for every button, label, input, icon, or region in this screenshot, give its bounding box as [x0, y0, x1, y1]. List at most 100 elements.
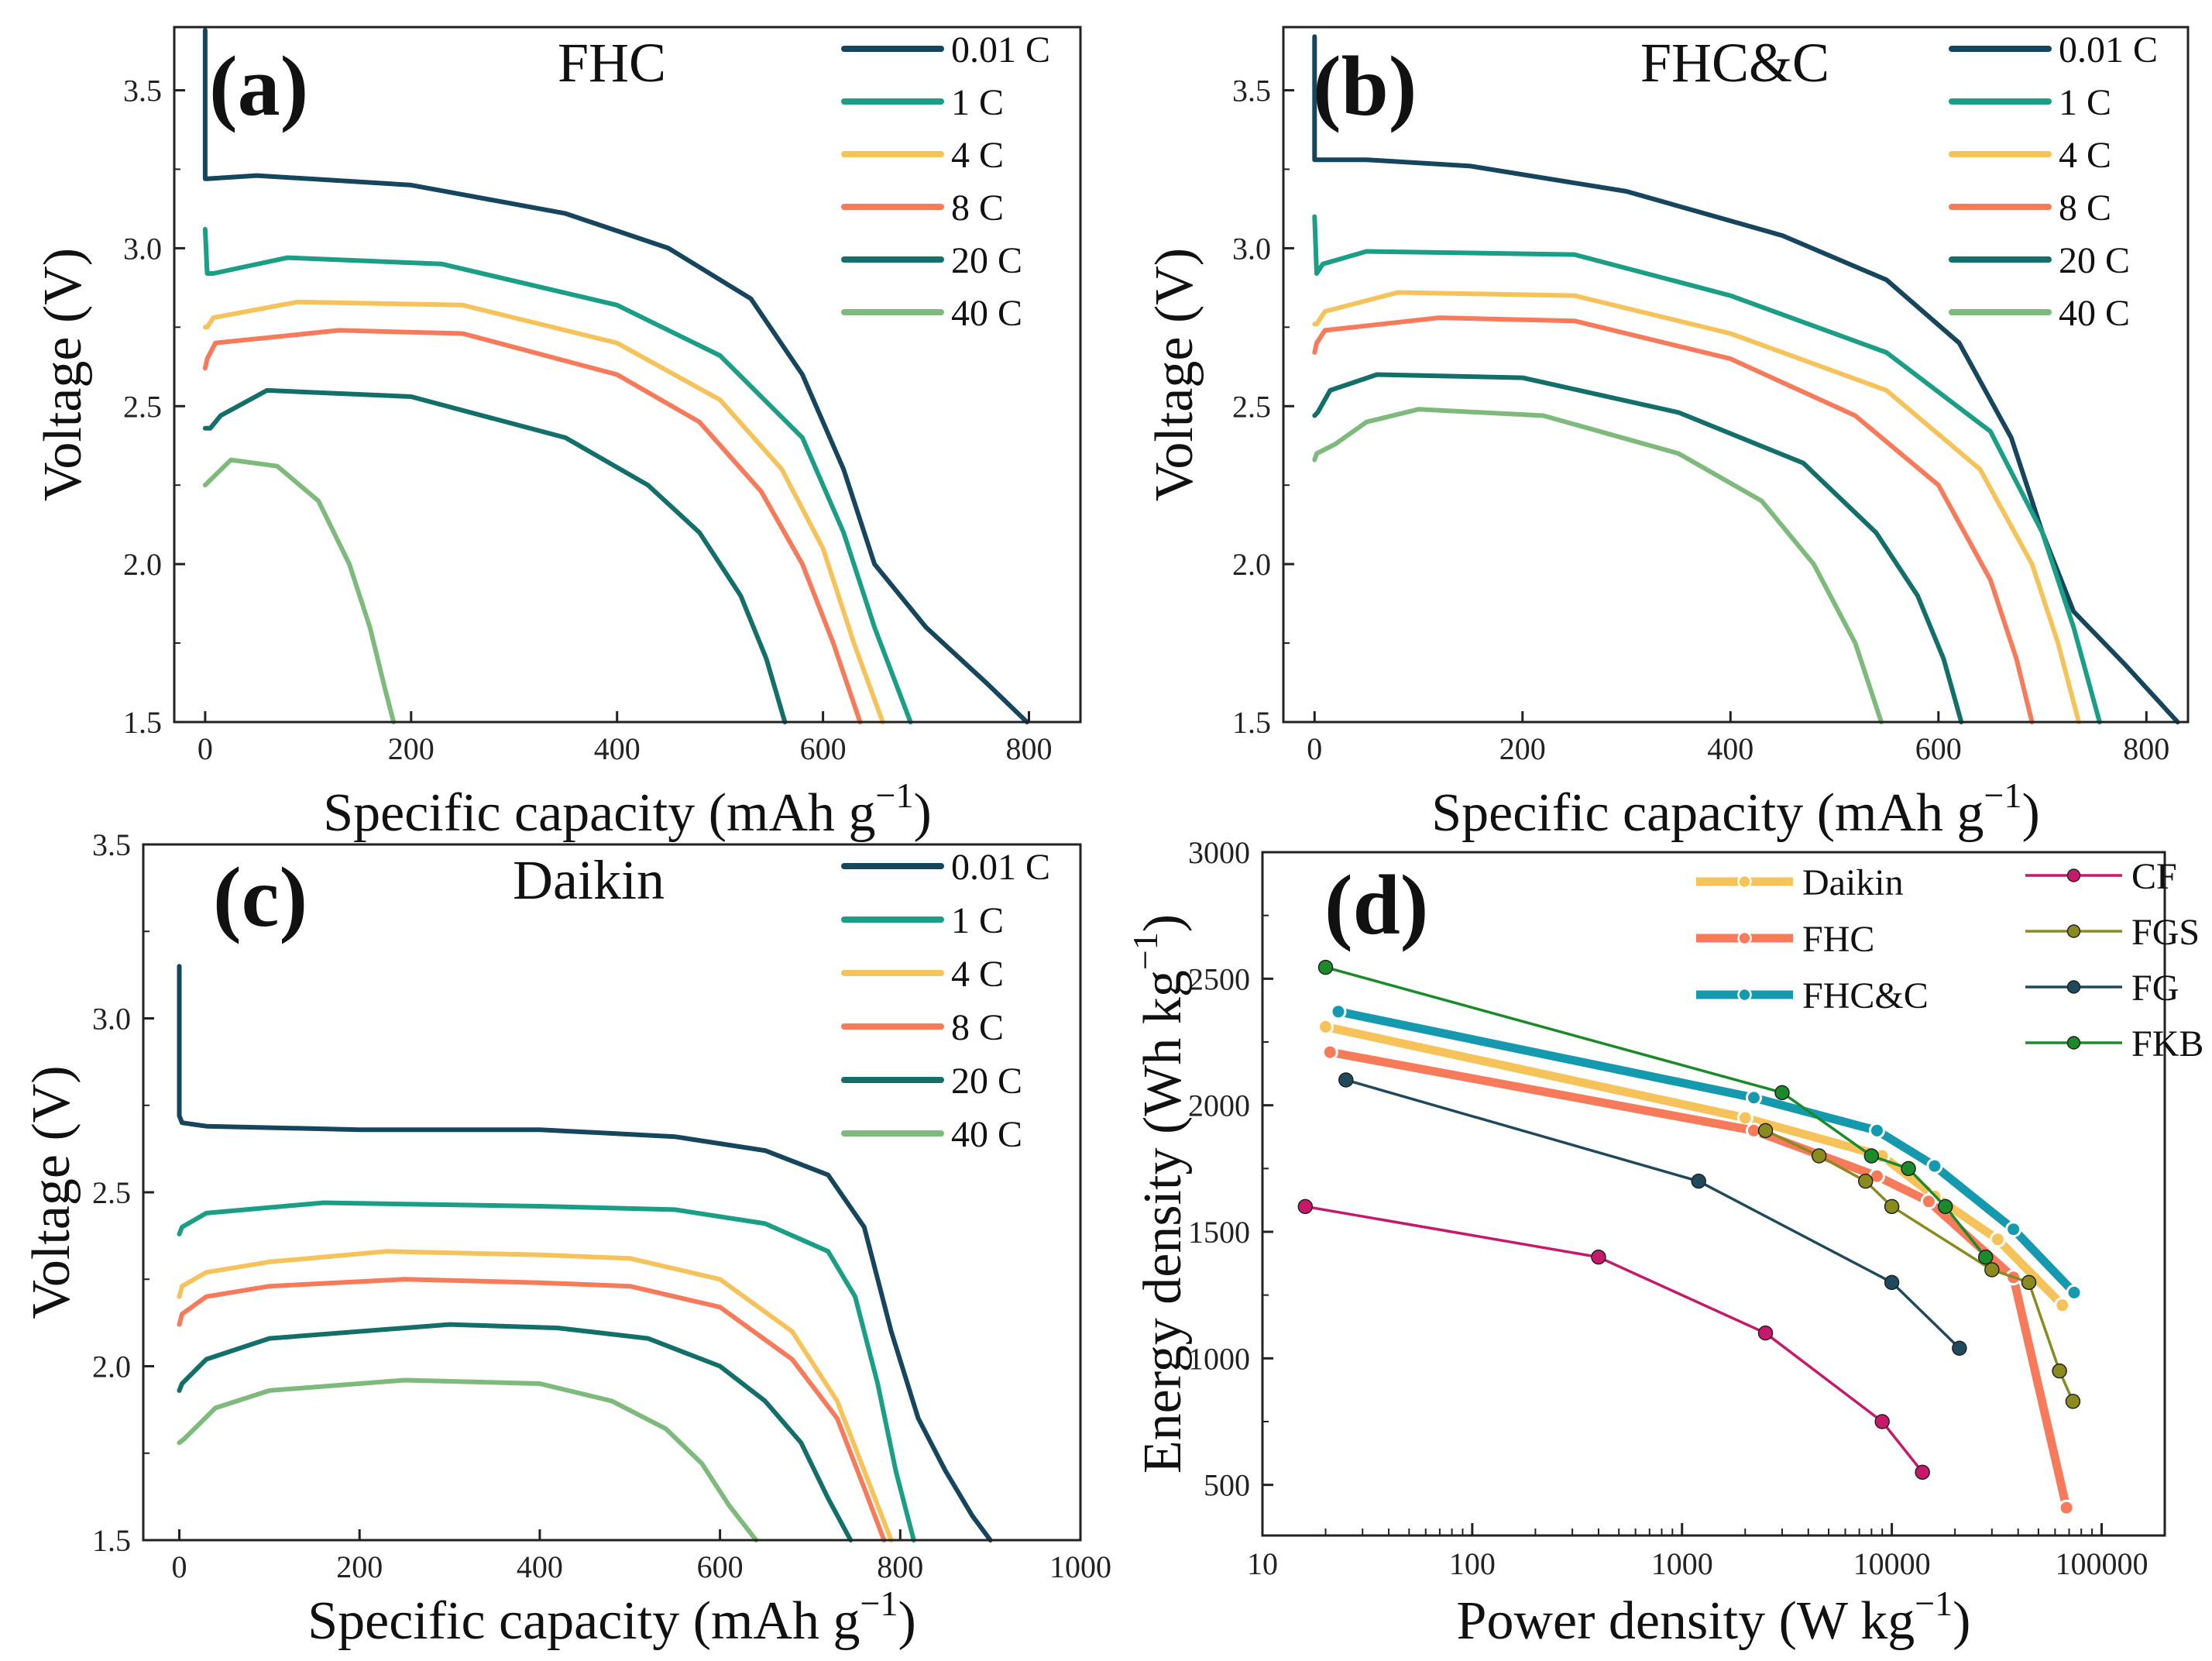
x-tick-label: 600	[1915, 731, 1962, 766]
legend-marker	[1737, 987, 1752, 1002]
legend-entry: Daikin	[1802, 862, 1904, 903]
x-tick-label: 200	[336, 1549, 383, 1584]
x-tick-label: 800	[877, 1549, 923, 1584]
y-tick-label: 3000	[1188, 835, 1250, 870]
plot-frame	[142, 843, 1082, 1542]
data-point-CF	[1297, 1198, 1314, 1215]
x-axis-title-main: Power density (W kg	[1457, 1591, 1915, 1651]
y-tick-label: 500	[1204, 1468, 1250, 1503]
data-point-FGS	[1858, 1173, 1874, 1189]
data-point-FHC	[2058, 1499, 2075, 1516]
data-point-FHC	[1920, 1193, 1937, 1210]
legend-entry: FHC	[1802, 919, 1874, 960]
legend-entry: 8 C	[951, 187, 1004, 229]
series-group	[1297, 959, 2083, 1516]
data-point-FKB	[1863, 1148, 1880, 1164]
series-line-FHC-C	[1334, 1007, 2079, 1297]
data-point-Daikin	[1989, 1231, 2006, 1248]
y-tick-label: 3.5	[92, 827, 131, 862]
data-point-FGS	[1884, 1198, 1900, 1215]
y-axis-title: Voltage (V)	[1145, 248, 1204, 501]
y-tick-label: 1000	[1188, 1341, 1250, 1376]
data-point-CF	[1915, 1464, 1930, 1480]
panel-label: (b)	[1313, 39, 1417, 133]
y-axis-title-end: )	[1133, 914, 1193, 932]
plot-frame	[1261, 851, 2166, 1537]
x-axis-title-end: )	[2021, 783, 2039, 843]
data-point-Daikin	[2054, 1297, 2071, 1314]
legend-entry: 0.01 C	[2059, 29, 2158, 70]
x-tick-label: 10000	[1853, 1546, 1931, 1581]
series-line-0-01-C	[1312, 34, 2180, 724]
x-tick-label: 400	[517, 1549, 563, 1584]
series-group	[1312, 34, 2180, 724]
x-axis-title-end: )	[1953, 1591, 1970, 1651]
legend-entry: 0.01 C	[951, 847, 1050, 888]
series-group	[177, 964, 993, 1542]
panel-title: FHC	[558, 32, 666, 94]
y-tick-label: 1.5	[1232, 705, 1271, 740]
series-line-Daikin	[1321, 1022, 2067, 1310]
legend-entry: 20 C	[951, 240, 1022, 281]
series-line-4-C	[177, 1249, 894, 1542]
x-tick-label: 0	[198, 731, 213, 766]
series-line-1-C	[202, 226, 913, 724]
data-point-FHC-C	[1745, 1089, 1762, 1106]
data-point-FHC-C	[1330, 1003, 1347, 1020]
x-axis-title-superscript: −1	[1984, 775, 2022, 815]
series-line-FG	[1345, 1078, 1961, 1350]
series-line-20-C	[202, 387, 788, 724]
x-axis-title-superscript: −1	[860, 1584, 898, 1623]
data-point-FGS	[2065, 1394, 2081, 1409]
series-line-1-C	[177, 1200, 916, 1542]
panel-title: FHC&C	[1640, 32, 1829, 94]
legend-entry: 8 C	[2059, 187, 2111, 229]
y-axis-title-main: Energy density (Wh kg	[1133, 970, 1193, 1474]
series-line-8-C	[177, 1277, 887, 1542]
plot-frame	[173, 26, 1082, 724]
x-tick-label: 100	[1449, 1546, 1496, 1581]
x-axis-title-end: )	[898, 1591, 915, 1651]
x-axis-title-main: Specific capacity (mAh g	[307, 1591, 860, 1651]
data-point-FGS	[1984, 1262, 2000, 1278]
x-axis-title: Specific capacity (mAh g−1)	[323, 775, 932, 843]
series-line-CF	[1304, 1205, 1924, 1474]
x-tick-label: 600	[697, 1549, 744, 1584]
data-point-FKB	[1317, 959, 1334, 975]
x-tick-label: 0	[172, 1549, 187, 1584]
x-tick-label: 200	[388, 731, 434, 766]
panel-label: (d)	[1324, 858, 1428, 952]
y-tick-label: 3.0	[123, 231, 162, 266]
data-point-FGS	[2052, 1363, 2067, 1379]
x-tick-label: 0	[1307, 731, 1322, 766]
legend: Daikin FHC FHC&C CF FGS FG FKB	[1696, 856, 2203, 1064]
data-point-FHC-C	[2066, 1284, 2083, 1301]
panel-a-voltage-chart: 0 200 400 600 800 1.5 2.0 2.5 3.0 3.5 (a) FHC 0.01 C…	[33, 26, 1082, 843]
panel-c-voltage-chart: 0 200 400 600 800 1000 1.5 2.0 2.5 3.0 3.5 (c) Daiki…	[22, 827, 1111, 1651]
legend-marker	[1737, 930, 1752, 946]
legend-entry: FG	[2131, 968, 2179, 1009]
series-line-40-C	[177, 1377, 759, 1542]
series-line-0-01-C	[202, 28, 1029, 724]
data-point-FKB	[1901, 1161, 1916, 1177]
y-axis-title: Voltage (V)	[33, 248, 93, 501]
data-point-FG	[1691, 1173, 1706, 1189]
y-tick-label: 2500	[1188, 961, 1250, 996]
y-axis-title: Voltage (V)	[22, 1065, 81, 1319]
x-tick-label: 10	[1247, 1546, 1278, 1581]
legend-marker	[2066, 868, 2081, 882]
y-tick-label: 2.5	[123, 389, 162, 424]
data-point-FKB	[1977, 1249, 1994, 1265]
panel-label: (c)	[213, 850, 307, 944]
y-axis-title-superscript: −1	[1125, 932, 1165, 970]
series-line-FGS	[1764, 1129, 2075, 1403]
data-point-FHC	[1321, 1044, 1338, 1061]
x-tick-label: 400	[1707, 731, 1753, 766]
data-point-FG	[1338, 1072, 1354, 1088]
x-axis-title-main: Specific capacity (mAh g	[323, 783, 875, 843]
series-line-4-C	[202, 299, 885, 724]
data-point-FHC-C	[2005, 1221, 2022, 1238]
legend-entry: 40 C	[951, 293, 1022, 334]
data-point-FGS	[2021, 1274, 2037, 1291]
